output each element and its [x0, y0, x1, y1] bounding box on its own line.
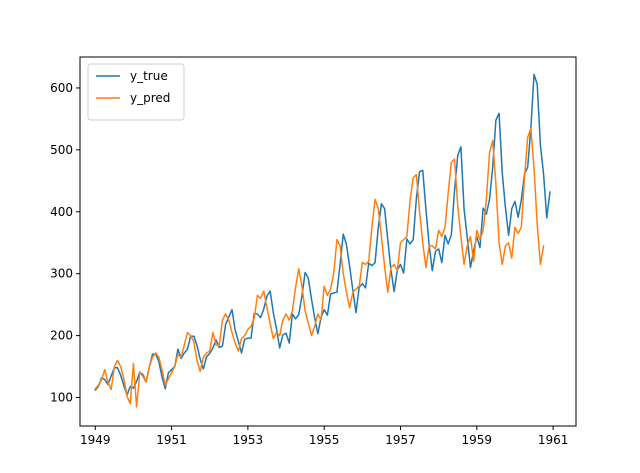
y-tick-label: 500 — [50, 143, 73, 157]
y-tick-label: 100 — [50, 391, 73, 405]
series-layer — [94, 73, 551, 408]
x-tick-label: 1951 — [156, 433, 187, 447]
x-tick-label: 1949 — [80, 433, 111, 447]
y-tick-label: 400 — [50, 205, 73, 219]
axes-layer: 1949 1951 1953 1955 1957 1959 1961 100 200 300 400… — [50, 56, 577, 447]
plot-frame — [79, 56, 577, 427]
x-tick-label: 1961 — [538, 433, 569, 447]
x-tick-label: 1957 — [385, 433, 416, 447]
y-tick-label: 600 — [50, 81, 73, 95]
x-tick-label: 1953 — [233, 433, 264, 447]
series-line-y-true — [94, 73, 551, 396]
y-tick-label: 300 — [50, 267, 73, 281]
y-tick-label: 200 — [50, 329, 73, 343]
x-tick-label: 1959 — [462, 433, 493, 447]
series-line-y-pred — [94, 127, 545, 408]
x-tick-label: 1955 — [309, 433, 340, 447]
legend-box — [87, 63, 185, 121]
legend-label-y-pred: y_pred — [130, 91, 170, 105]
legend: y_true y_pred — [87, 63, 185, 121]
legend-label-y-true: y_true — [130, 69, 168, 83]
